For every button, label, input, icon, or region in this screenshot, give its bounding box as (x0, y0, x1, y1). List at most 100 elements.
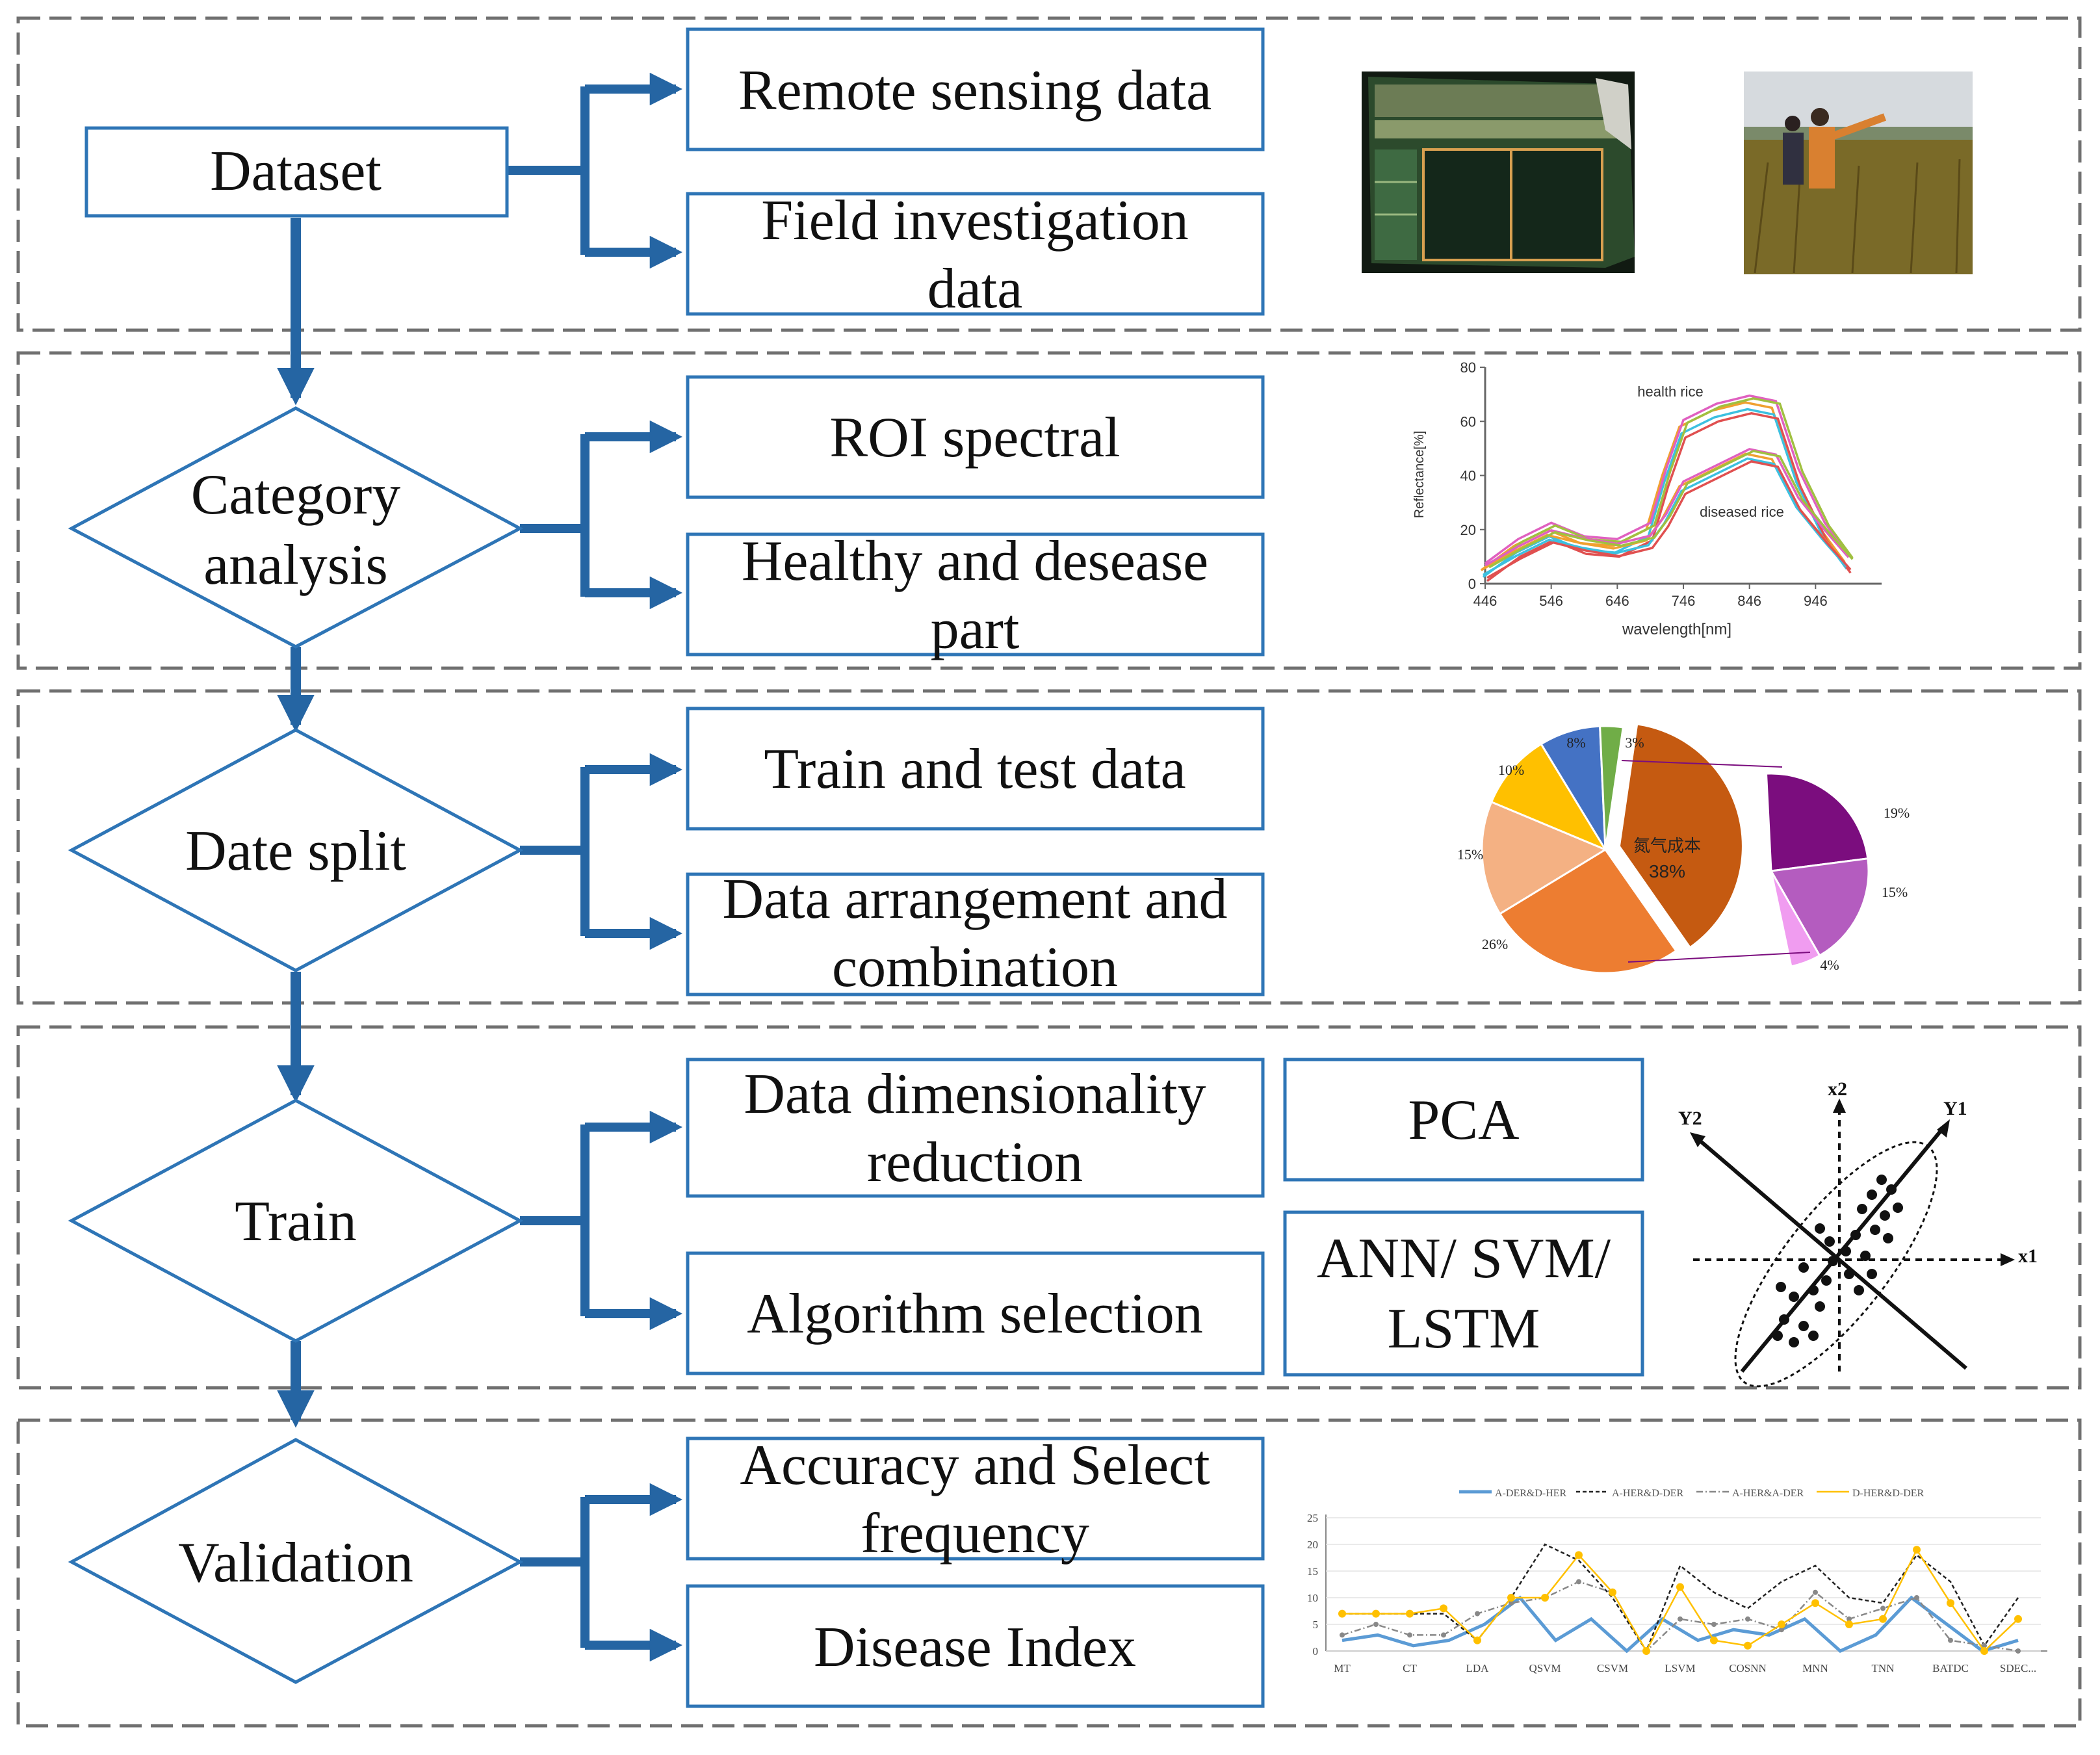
pie-slice-3pct (1599, 725, 1625, 850)
diseased-spectral-line (1483, 457, 1848, 576)
val-ytick-label: 20 (1307, 1539, 1318, 1551)
val-series-marker (1813, 1589, 1818, 1595)
node-dataset-label: Dataset (210, 140, 382, 203)
spectral-xtick-label: 946 (1804, 593, 1828, 609)
val-series-marker (2016, 1648, 2021, 1654)
val-series-marker (1880, 1606, 1886, 1611)
box-ann-svm-lstm (1283, 1210, 1644, 1377)
section-frame-category (16, 351, 2082, 670)
pie-center-label-1: 氮气成本 (1633, 837, 1701, 855)
pie-label-19: 19% (1884, 805, 1910, 821)
node-category-analysis (68, 406, 524, 649)
box-accuracy (686, 1436, 1265, 1561)
val-series-marker (1676, 1583, 1684, 1591)
label-roi: ROI spectral (829, 406, 1120, 469)
node-category-label-line2: analysis (203, 534, 388, 597)
pie-connector-top (1621, 760, 1783, 768)
val-series-marker (1507, 1594, 1515, 1602)
val-legend-label: A-HER&D-DER (1612, 1488, 1684, 1499)
box-field-investigation (686, 192, 1265, 316)
pie-sub-slice-4pct (1770, 870, 1821, 968)
spectral-annotation-diseased: diseased rice (1700, 504, 1784, 520)
node-validation (68, 1438, 524, 1684)
label-remote-sensing: Remote sensing data (738, 59, 1212, 122)
spectral-annotation-healthy: health rice (1637, 384, 1704, 400)
label-accuracy-line2: frequency (861, 1502, 1089, 1565)
label-dimensionality-line1: Data dimensionality (744, 1063, 1206, 1126)
val-series-marker (1642, 1647, 1650, 1655)
pie-slice-8pct (1540, 725, 1607, 850)
spectral-chart: 0 20 40 60 80 446 546 646 746 846 946 Reflectance… (1412, 359, 1882, 638)
val-series-marker (1575, 1551, 1583, 1559)
pie-slice-10pct (1490, 742, 1608, 852)
diseased-spectral-line (1486, 460, 1852, 579)
val-ytick-label: 5 (1313, 1618, 1319, 1631)
val-xtick-label: COSNN (1729, 1662, 1767, 1674)
val-series-marker (1509, 1600, 1514, 1606)
val-series-marker (1338, 1609, 1346, 1618)
pie-chart: 氮气成本 38% 8% 3% 10% 15% 26% 19% 15% 4% (1457, 723, 1910, 974)
spectral-xtick-label: 646 (1605, 593, 1629, 609)
val-xtick-label: CSVM (1597, 1662, 1628, 1674)
section-frame-dataset (16, 16, 2082, 332)
val-series-marker (1473, 1636, 1481, 1644)
pie-label-10: 10% (1498, 762, 1524, 778)
healthy-spectral-line (1486, 411, 1852, 582)
pie-sub-slice-15pct (1769, 857, 1870, 957)
spectral-xtick-label: 746 (1672, 593, 1696, 609)
label-ann-line2: LSTM (1388, 1297, 1540, 1360)
label-field-line1: Field investigation (761, 189, 1189, 252)
spectral-ytick-label: 80 (1460, 359, 1476, 376)
val-series-marker (1779, 1627, 1784, 1633)
val-series-marker (1541, 1594, 1549, 1602)
val-series-marker (1576, 1579, 1581, 1585)
pie-slice-15pct (1481, 800, 1608, 915)
val-series-line (1342, 1581, 2019, 1652)
val-xtick-label: TNN (1872, 1662, 1895, 1674)
spectral-ytick-label: 40 (1460, 468, 1476, 484)
label-train-test: Train and test data (764, 738, 1186, 801)
label-algorithm: Algorithm selection (747, 1282, 1202, 1346)
label-field-line2: data (927, 257, 1023, 320)
box-pca (1283, 1058, 1644, 1182)
section-frame-validation (16, 1418, 2082, 1728)
pie-center-label-2: 38% (1649, 861, 1685, 881)
val-legend-label: A-DER&D-HER (1495, 1488, 1567, 1499)
val-xtick-label: SDEC... (2000, 1662, 2036, 1674)
validation-chart: 0 5 10 15 20 25 MT CT LDA QSVM CSVM LSVM COSNN MNN TN… (1307, 1488, 2047, 1674)
branch-category (520, 420, 683, 610)
val-series-marker (1778, 1620, 1785, 1628)
val-series-marker (1406, 1609, 1414, 1618)
label-ann-line1: ANN/ SVM/ (1317, 1227, 1611, 1290)
pie-label-3: 3% (1625, 734, 1644, 751)
val-xtick-label: BATDC (1932, 1662, 1969, 1674)
val-xtick-label: CT (1403, 1662, 1417, 1674)
pie-sub-slice-19pct (1765, 772, 1869, 872)
label-dimensionality-line2: reduction (867, 1131, 1083, 1194)
val-series-marker (1609, 1588, 1616, 1596)
val-series-line (1342, 1595, 2019, 1654)
box-healthy-disease (686, 532, 1265, 656)
box-data-arrangement (686, 872, 1265, 996)
pie-label-8: 8% (1566, 734, 1585, 751)
val-series-marker (1914, 1595, 1919, 1600)
val-series-marker (1711, 1622, 1717, 1627)
branch-split (520, 753, 683, 950)
val-series-marker (1847, 1616, 1852, 1622)
label-healthy-line2: part (931, 598, 1020, 661)
pie-label-26: 26% (1482, 936, 1508, 952)
spectral-ytick-label: 20 (1460, 522, 1476, 538)
spectral-xtick-label: 846 (1737, 593, 1761, 609)
val-xtick-label: QSVM (1529, 1662, 1561, 1674)
val-legend-label: A-HER&A-DER (1732, 1488, 1804, 1499)
val-series-marker (1678, 1616, 1683, 1622)
val-series-marker (1340, 1632, 1345, 1638)
box-dimensionality (686, 1058, 1265, 1198)
node-train (68, 1098, 524, 1343)
val-series-marker (1744, 1641, 1752, 1650)
val-ytick-label: 10 (1307, 1592, 1318, 1604)
healthy-spectral-line (1482, 408, 1848, 578)
pie-label-15b: 15% (1882, 884, 1908, 900)
